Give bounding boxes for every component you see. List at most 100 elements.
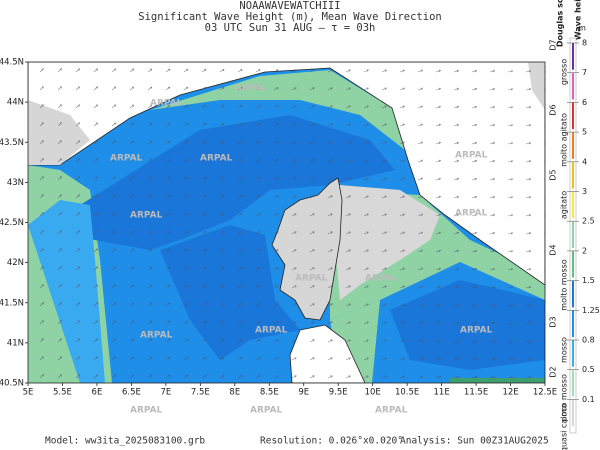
direction-arrow (327, 303, 333, 307)
direction-arrow (237, 105, 243, 109)
direction-arrow (381, 285, 387, 289)
direction-arrow (165, 176, 171, 181)
direction-arrow (237, 195, 243, 199)
direction-arrow (165, 338, 171, 343)
direction-arrow (291, 321, 297, 325)
direction-arrow (291, 303, 297, 307)
direction-arrow (453, 159, 459, 163)
direction-arrow (381, 213, 387, 217)
direction-arrow (453, 87, 459, 91)
legend-title: Wave height (574, 0, 583, 40)
lon-tick-label: 9.5E (329, 388, 348, 398)
direction-arrow (201, 374, 207, 379)
direction-arrow (201, 158, 207, 163)
direction-arrow (39, 212, 44, 217)
direction-arrow (201, 104, 207, 109)
direction-arrow (327, 231, 333, 235)
direction-arrow (417, 105, 423, 109)
direction-arrow (507, 303, 514, 307)
watermark: ARPAL (110, 154, 143, 164)
direction-arrow (435, 285, 441, 289)
direction-arrow (111, 230, 117, 235)
watermark: ARPAL (235, 84, 268, 94)
legend: Wave height Douglas scale m 8 7 6 5 4 3 2.5 2 1.… (549, 0, 600, 450)
direction-arrow (525, 232, 532, 235)
direction-arrow (435, 159, 441, 163)
direction-arrow (435, 69, 441, 73)
direction-arrow (453, 123, 459, 127)
direction-arrow (507, 141, 514, 145)
direction-arrow (489, 213, 496, 217)
direction-arrow (75, 68, 81, 73)
direction-arrow (471, 267, 478, 271)
direction-arrow (57, 302, 62, 307)
direction-arrow (525, 160, 532, 163)
direction-arrow (255, 375, 261, 379)
direction-arrow (345, 321, 351, 325)
direction-arrow (471, 87, 478, 91)
direction-arrow (327, 159, 333, 163)
direction-arrow (525, 124, 532, 127)
direction-arrow (417, 177, 423, 181)
direction-arrow (327, 195, 333, 199)
model-name: NOAAWAVEWATCHIII (239, 0, 340, 12)
direction-arrow (291, 249, 297, 253)
direction-arrow (273, 195, 279, 199)
direction-arrow (183, 338, 189, 343)
direction-arrow (417, 213, 423, 217)
direction-arrow (507, 177, 514, 181)
axis-ticks: 5E 5.5E 6E 6.5E 7E 7.5E 8E 8.5E 9E 9.5E 10E 10.5E 11… (0, 58, 557, 398)
direction-arrow (525, 322, 532, 325)
colorbar-label: 0.8 (582, 336, 595, 345)
direction-arrow (381, 375, 387, 379)
footer-analysis: Analysis: Sun 00Z31AUG2025 (400, 436, 549, 447)
lat-tick-label: 40.5N (0, 379, 24, 389)
direction-arrow (165, 86, 171, 91)
direction-arrow (363, 123, 369, 127)
direction-arrow (345, 87, 351, 91)
direction-arrow (75, 338, 81, 343)
direction-arrow (57, 338, 62, 343)
direction-arrow (183, 122, 189, 127)
direction-arrow (111, 266, 117, 271)
direction-arrow (147, 230, 153, 235)
douglas-label: D5 (549, 169, 558, 180)
direction-arrow (453, 177, 459, 181)
direction-arrow (417, 249, 423, 253)
direction-arrow (309, 141, 315, 145)
direction-arrow (525, 304, 532, 307)
direction-arrow (75, 320, 81, 325)
footer-resolution: Resolution: 0.026°x0.020° (260, 436, 403, 447)
direction-arrow (489, 321, 496, 325)
direction-arrow (363, 321, 369, 325)
direction-arrow (399, 357, 405, 361)
direction-arrow (381, 231, 387, 235)
direction-arrow (309, 375, 315, 379)
direction-arrow (75, 122, 81, 127)
direction-arrow (417, 303, 423, 307)
direction-arrow (129, 194, 135, 199)
direction-arrow (93, 266, 99, 271)
lat-tick-label: 42N (7, 258, 24, 268)
direction-arrow (273, 321, 279, 325)
direction-arrow (39, 266, 44, 271)
direction-arrow (435, 321, 441, 325)
direction-arrow (201, 86, 207, 91)
direction-arrow (147, 284, 153, 289)
direction-arrow (129, 248, 135, 253)
watermark: ARPAL (130, 211, 163, 221)
direction-arrow (363, 285, 369, 289)
direction-arrow (255, 87, 261, 91)
direction-arrow (183, 302, 189, 307)
direction-arrow (291, 375, 297, 379)
lat-tick-label: 44N (7, 98, 24, 108)
direction-arrow (255, 123, 261, 127)
direction-arrow (237, 159, 243, 163)
direction-arrow (525, 286, 532, 289)
direction-arrow (201, 302, 207, 307)
direction-arrow (489, 141, 496, 145)
direction-arrow (417, 339, 423, 343)
direction-arrow (471, 321, 478, 325)
direction-arrow (237, 321, 243, 325)
direction-arrow (111, 284, 117, 289)
